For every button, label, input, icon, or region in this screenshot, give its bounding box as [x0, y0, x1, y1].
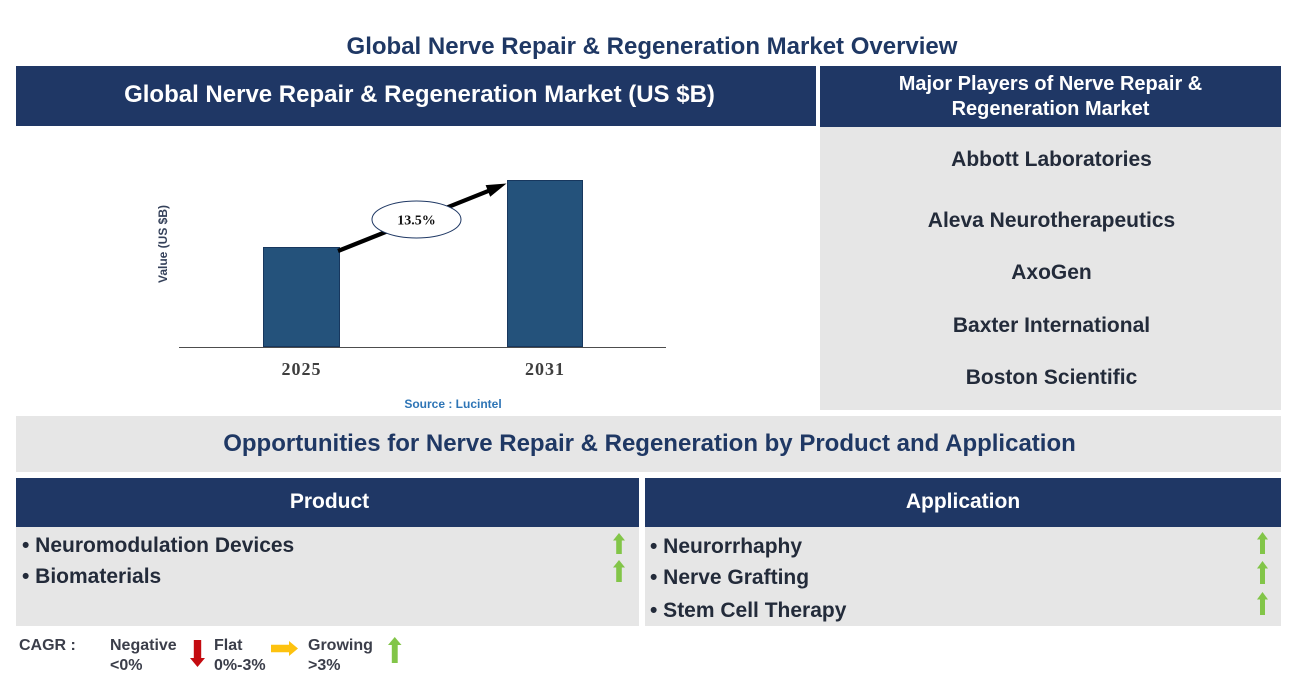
svg-text:13.5%: 13.5%	[397, 214, 436, 229]
